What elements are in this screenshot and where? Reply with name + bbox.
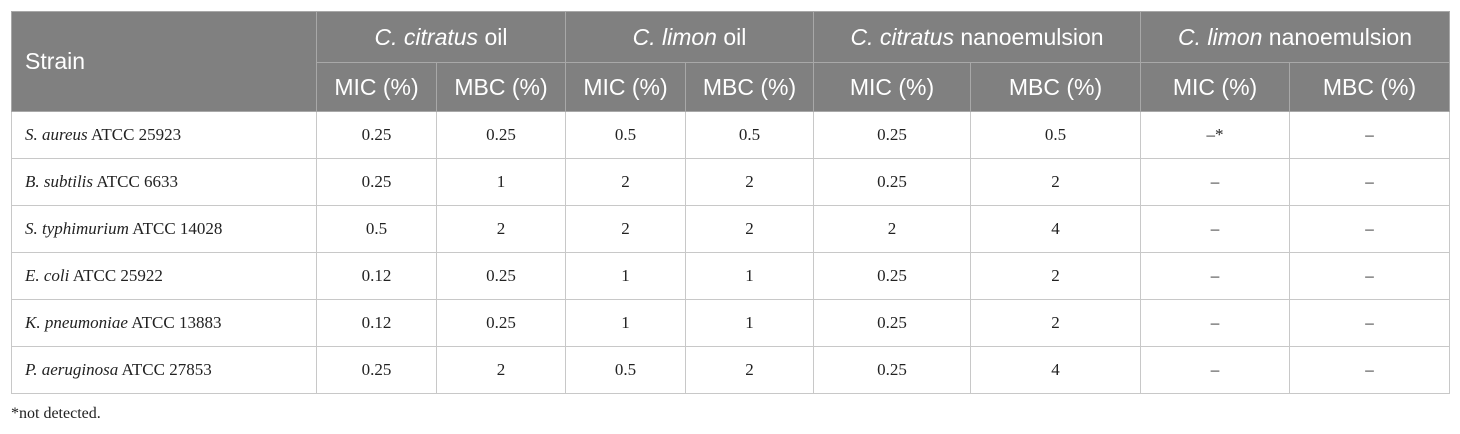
value-cell: –	[1289, 205, 1451, 253]
group-suffix: nanoemulsion	[1262, 23, 1413, 50]
group-suffix: oil	[716, 23, 747, 50]
value-cell: 2	[684, 205, 815, 253]
value-cell: 0.25	[813, 346, 972, 394]
value-cell: 4	[970, 346, 1142, 394]
value-cell: 1	[565, 252, 686, 300]
group-header-citratus-nanoemulsion: C. citratus nanoemulsion	[813, 11, 1142, 63]
value-cell: 2	[565, 158, 686, 206]
strain-cell: P. aeruginosa ATCC 27853	[11, 346, 317, 394]
table-row: P. aeruginosa ATCC 27853 0.25 2 0.5 2 0.…	[11, 346, 1451, 394]
table-row: K. pneumoniae ATCC 13883 0.12 0.25 1 1 0…	[11, 299, 1451, 347]
value-cell: –	[1289, 346, 1451, 394]
species-name: P. aeruginosa	[25, 360, 119, 379]
group-header-limon-oil: C. limon oil	[564, 11, 815, 63]
value-cell: 2	[970, 252, 1142, 300]
value-cell: 0.5	[565, 111, 686, 159]
value-cell: 0.5	[565, 346, 686, 394]
value-cell: 0.5	[316, 205, 437, 253]
value-cell: 0.25	[813, 111, 972, 159]
column-header: MBC (%)	[436, 62, 566, 112]
value-cell: 1	[436, 158, 566, 206]
value-cell: 0.25	[813, 252, 972, 300]
strain-cell: K. pneumoniae ATCC 13883	[11, 299, 317, 347]
value-cell: –	[1140, 299, 1291, 347]
data-table-container: Strain C. citratus oil C. limon oil C. c…	[11, 11, 1451, 394]
table-footnote: *not detected.	[11, 405, 101, 422]
strain-id: ATCC 6633	[93, 172, 179, 191]
column-header: MBC (%)	[970, 62, 1142, 112]
table-row: S. aureus ATCC 25923 0.25 0.25 0.5 0.5 0…	[11, 111, 1451, 159]
species-name: E. coli	[25, 266, 70, 285]
mic-mbc-table: Strain C. citratus oil C. limon oil C. c…	[11, 11, 1451, 394]
group-species: C. citratus	[374, 23, 479, 50]
value-cell: 0.25	[813, 299, 972, 347]
value-cell: –*	[1140, 111, 1291, 159]
value-cell: –	[1140, 158, 1291, 206]
value-cell: 2	[970, 158, 1142, 206]
value-cell: 2	[436, 205, 566, 253]
strain-id: ATCC 25922	[69, 266, 163, 285]
strain-cell: S. typhimurium ATCC 14028	[11, 205, 317, 253]
table-row: B. subtilis ATCC 6633 0.25 1 2 2 0.25 2 …	[11, 158, 1451, 206]
group-suffix: nanoemulsion	[953, 23, 1104, 50]
value-cell: 0.25	[316, 111, 437, 159]
species-name: S. typhimurium	[25, 219, 129, 238]
group-header-limon-nanoemulsion: C. limon nanoemulsion	[1140, 11, 1451, 63]
strain-id: ATCC 25923	[87, 125, 182, 144]
strain-id: ATCC 14028	[128, 219, 223, 238]
strain-cell: B. subtilis ATCC 6633	[11, 158, 317, 206]
value-cell: 0.25	[316, 158, 437, 206]
column-header: MIC (%)	[565, 62, 686, 112]
species-name: S. aureus	[25, 125, 88, 144]
value-cell: 2	[813, 205, 972, 253]
value-cell: 1	[684, 299, 815, 347]
value-cell: 4	[970, 205, 1142, 253]
value-cell: 0.25	[436, 111, 566, 159]
value-cell: –	[1140, 252, 1291, 300]
value-cell: –	[1140, 346, 1291, 394]
value-cell: 2	[565, 205, 686, 253]
strain-id: ATCC 13883	[127, 313, 222, 332]
strain-header: Strain	[11, 11, 317, 112]
strain-cell: S. aureus ATCC 25923	[11, 111, 317, 159]
group-species: C. citratus	[850, 23, 954, 50]
value-cell: 2	[970, 299, 1142, 347]
column-header: MBC (%)	[1289, 62, 1451, 112]
column-header: MIC (%)	[1140, 62, 1291, 112]
species-name: K. pneumoniae	[25, 313, 128, 332]
value-cell: 0.5	[684, 111, 815, 159]
value-cell: 0.25	[436, 299, 566, 347]
value-cell: –	[1289, 111, 1451, 159]
value-cell: 2	[684, 158, 815, 206]
group-suffix: oil	[478, 23, 508, 50]
group-header-citratus-oil: C. citratus oil	[316, 11, 566, 63]
group-species: C. limon	[632, 23, 717, 50]
column-header: MIC (%)	[316, 62, 437, 112]
value-cell: 0.25	[436, 252, 566, 300]
value-cell: 0.5	[970, 111, 1142, 159]
table-row: E. coli ATCC 25922 0.12 0.25 1 1 0.25 2 …	[11, 252, 1451, 300]
table-row: S. typhimurium ATCC 14028 0.5 2 2 2 2 4 …	[11, 205, 1451, 253]
strain-cell: E. coli ATCC 25922	[11, 252, 317, 300]
column-header: MBC (%)	[684, 62, 815, 112]
value-cell: 2	[436, 346, 566, 394]
value-cell: 0.25	[316, 346, 437, 394]
value-cell: 1	[565, 299, 686, 347]
value-cell: –	[1289, 158, 1451, 206]
column-header: MIC (%)	[813, 62, 972, 112]
value-cell: 2	[684, 346, 815, 394]
value-cell: –	[1289, 252, 1451, 300]
strain-id: ATCC 27853	[118, 360, 212, 379]
value-cell: 0.25	[813, 158, 972, 206]
value-cell: –	[1140, 205, 1291, 253]
value-cell: 0.12	[316, 299, 437, 347]
header-row-metrics: MIC (%) MBC (%) MIC (%) MBC (%) MIC (%) …	[12, 62, 1451, 112]
group-species: C. limon	[1178, 23, 1263, 50]
value-cell: 1	[684, 252, 815, 300]
species-name: B. subtilis	[25, 172, 94, 191]
value-cell: –	[1289, 299, 1451, 347]
value-cell: 0.12	[316, 252, 437, 300]
header-row-groups: Strain C. citratus oil C. limon oil C. c…	[11, 11, 1451, 112]
